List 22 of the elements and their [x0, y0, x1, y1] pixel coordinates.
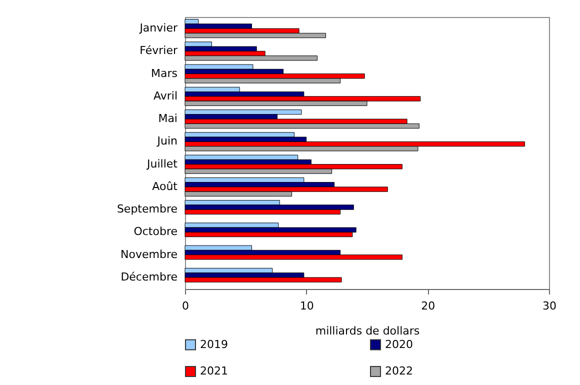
- y-tick-label: Mai: [158, 112, 178, 126]
- legend-label: 2020: [385, 338, 413, 351]
- y-tick-label: Octobre: [134, 225, 178, 238]
- bar: [184, 110, 302, 115]
- y-tick-label: Janvier: [138, 22, 178, 35]
- legend-label: 2021: [200, 364, 228, 378]
- legend-label: 2019: [200, 338, 228, 351]
- y-tick-label: Mars: [151, 66, 178, 80]
- y-tick-label: Août: [152, 180, 178, 193]
- x-tick-label: 10: [300, 300, 314, 312]
- y-tick-label: Décembre: [120, 270, 178, 284]
- x-tick-label: 30: [542, 300, 556, 312]
- y-tick-label: Septembre: [116, 202, 178, 216]
- y-tick-label: Juin: [156, 134, 178, 148]
- x-tick-label: 0: [182, 300, 189, 312]
- y-tick-label: Février: [140, 44, 178, 58]
- y-tick-label: Juillet: [146, 157, 178, 170]
- y-tick-label: Novembre: [120, 248, 178, 261]
- x-axis-title: milliards de dollars: [315, 324, 420, 338]
- x-tick-label: 20: [421, 300, 436, 312]
- y-tick-label: Avril: [153, 89, 178, 102]
- legend-label: 2022: [385, 364, 413, 378]
